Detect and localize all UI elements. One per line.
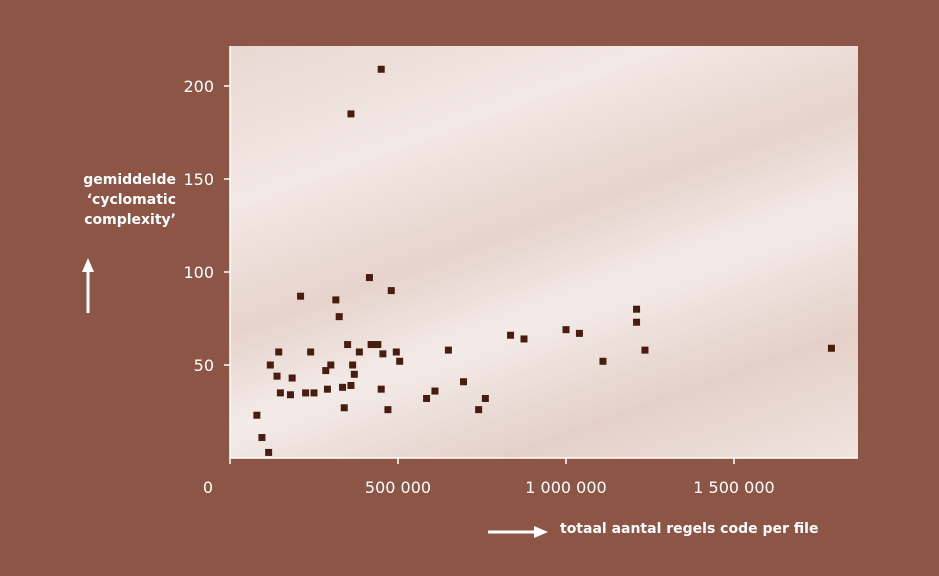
data-point (374, 341, 382, 349)
data-point (297, 292, 305, 300)
y-axis-label-line: complexity’ (84, 212, 176, 228)
data-point (633, 318, 641, 326)
data-point (365, 274, 373, 282)
data-point (367, 341, 375, 349)
data-point (377, 65, 385, 73)
data-point (339, 383, 347, 391)
data-point (355, 348, 363, 356)
data-point (332, 296, 340, 304)
data-point (423, 394, 431, 402)
data-point (460, 378, 468, 386)
data-point (276, 389, 284, 397)
y-axis-label: gemiddelde ‘cyclomatic complexity’ (28, 170, 176, 230)
data-point (431, 387, 439, 395)
data-point (307, 348, 315, 356)
x-tick-label: 1 000 000 (525, 478, 606, 497)
data-point (349, 361, 357, 369)
tick-group: 0 500 000 1 000 000 1 500 000 50 100 150 200 (183, 77, 774, 497)
data-point (641, 346, 649, 354)
data-point (302, 389, 310, 397)
data-point (379, 350, 387, 358)
data-point (444, 346, 452, 354)
data-point (275, 348, 283, 356)
data-point (377, 385, 385, 393)
y-tick-label: 100 (183, 263, 214, 282)
data-point (481, 394, 489, 402)
x-axis-label: totaal aantal regels code per file (560, 521, 819, 537)
x-tick-label: 1 500 000 (693, 478, 774, 497)
data-point (347, 110, 355, 118)
data-point (599, 357, 607, 365)
data-point (258, 434, 266, 442)
data-point (266, 361, 274, 369)
data-point (327, 361, 335, 369)
data-point (507, 331, 515, 339)
up-arrow-head-icon (82, 258, 94, 272)
data-point (344, 341, 352, 349)
y-tick-label: 50 (194, 356, 214, 375)
data-point (827, 344, 835, 352)
right-arrow-head-icon (534, 526, 548, 538)
data-point (575, 329, 583, 337)
data-point (340, 404, 348, 412)
data-point (387, 287, 395, 295)
data-point (475, 406, 483, 414)
data-point (335, 313, 343, 321)
data-point (347, 381, 355, 389)
data-point (265, 448, 273, 456)
plot-area-background (230, 46, 858, 458)
data-point (350, 370, 358, 378)
data-point (288, 374, 296, 382)
x-tick-label: 0 (203, 478, 213, 497)
axis-arrows (82, 258, 548, 538)
data-point (273, 372, 281, 380)
data-point (310, 389, 318, 397)
data-point (392, 348, 400, 356)
data-points (253, 65, 835, 456)
data-point (323, 385, 331, 393)
data-point (633, 305, 641, 313)
data-point (286, 391, 294, 399)
y-tick-label: 150 (183, 170, 214, 189)
data-point (520, 335, 528, 343)
y-axis-label-line: gemiddelde (83, 172, 176, 188)
x-tick-label: 500 000 (365, 478, 431, 497)
y-axis-label-line: ‘cyclomatic (86, 192, 176, 208)
data-point (253, 411, 261, 419)
data-point (384, 406, 392, 414)
data-point (322, 367, 330, 375)
axes (229, 46, 858, 459)
data-point (396, 357, 404, 365)
y-tick-label: 200 (183, 77, 214, 96)
data-point (562, 326, 570, 334)
